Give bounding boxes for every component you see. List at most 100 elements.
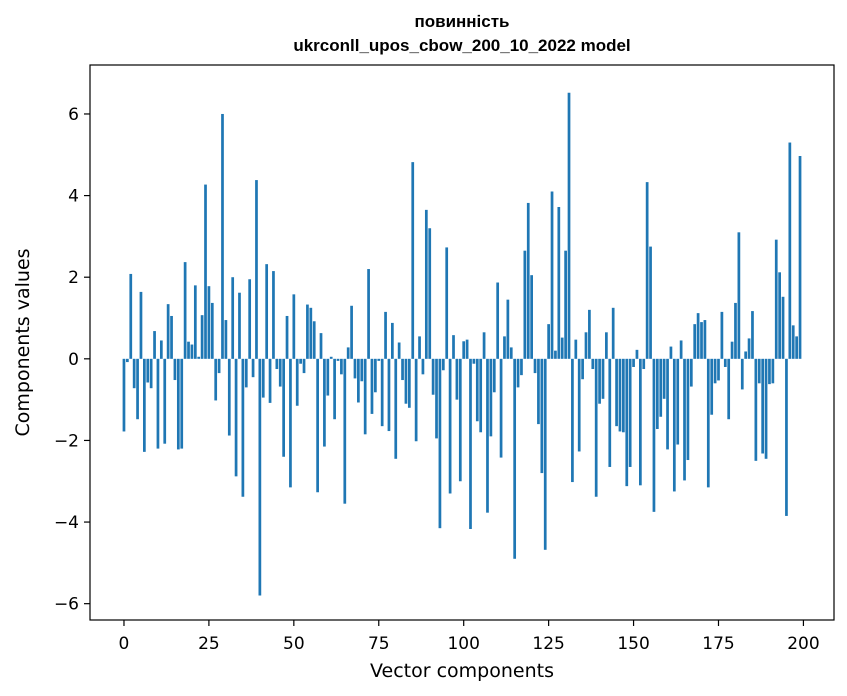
bar [543,358,547,550]
bar [340,358,343,375]
bar [723,358,727,367]
x-tick-label: 25 [198,634,220,654]
bar [312,321,316,359]
bar [176,358,180,450]
bar [655,358,659,430]
bar [265,264,269,359]
bar [316,358,319,493]
bar [771,358,775,384]
bar [153,331,156,359]
bar [632,358,635,367]
bar [611,307,615,359]
bar [557,207,561,359]
bar [462,341,466,359]
bar [452,335,455,359]
bar [567,92,571,359]
bar [482,332,486,359]
bar [659,358,663,417]
bar [686,358,690,461]
bar [785,358,788,516]
chart-subtitle: ukrconll_upos_cbow_200_10_2022 model [293,36,631,55]
bar [472,358,476,364]
bar [428,228,432,359]
bar [163,358,167,444]
bar [516,358,520,388]
bar [503,336,506,359]
bar [778,272,781,359]
bar [187,341,190,359]
bar [734,302,737,359]
bar [438,358,442,529]
bar [353,358,357,379]
bar [598,358,601,404]
bar [197,356,201,359]
plot-frame [89,64,835,621]
bar [594,358,598,497]
bar [465,339,469,359]
bar [666,358,669,450]
x-tick-label: 175 [702,634,734,654]
bar [149,358,153,389]
bar [333,358,336,420]
y-tick-label: 4 [68,187,79,207]
bar [547,324,550,359]
bar [224,320,228,359]
bar [367,269,370,359]
bar [255,180,258,359]
bar [360,358,364,382]
bar [214,358,218,401]
bar [751,311,754,359]
bar [584,332,588,359]
bar [319,333,323,359]
bar [193,285,197,359]
y-tick-label: 6 [68,105,79,125]
bar [346,347,350,359]
bar [397,342,401,359]
bar [126,358,129,363]
bar [231,277,235,359]
bar [676,358,680,445]
bar [639,358,642,486]
bar [357,358,360,403]
bar [740,358,744,390]
bar [238,292,241,359]
bar [499,358,503,458]
x-axis-ticks: 0 25 50 75 100 125 150 175 200 [119,620,820,654]
bar [139,291,143,359]
bar [540,358,544,474]
x-axis-label: Vector components [370,660,554,682]
bar [278,358,282,387]
bar [302,358,306,374]
bar [554,350,557,359]
bar [496,282,500,359]
bar [350,305,353,359]
bar [241,358,245,497]
bar [479,358,483,433]
y-axis-ticks: −6 −4 −2 0 2 4 6 [54,105,90,615]
bar [448,358,452,494]
bar [737,232,741,359]
bar [523,250,527,359]
bar [710,358,714,415]
bar [299,358,302,364]
bar [649,246,652,359]
bar [798,156,802,359]
y-axis-label: Components values [12,248,34,436]
bar [129,273,133,359]
bar [146,358,150,383]
y-tick-label: 2 [68,268,79,288]
bar [506,299,510,359]
bar [421,358,425,375]
bar [455,358,459,400]
bar [441,358,445,371]
bar [537,358,540,425]
bar [774,239,778,359]
bar [605,332,608,359]
chart-title: повинність [414,12,510,31]
x-tick-label: 0 [119,634,130,654]
bar [683,358,686,481]
bar [204,184,207,359]
bar [180,358,184,449]
x-tick-label: 125 [532,634,564,654]
bar [526,202,530,359]
